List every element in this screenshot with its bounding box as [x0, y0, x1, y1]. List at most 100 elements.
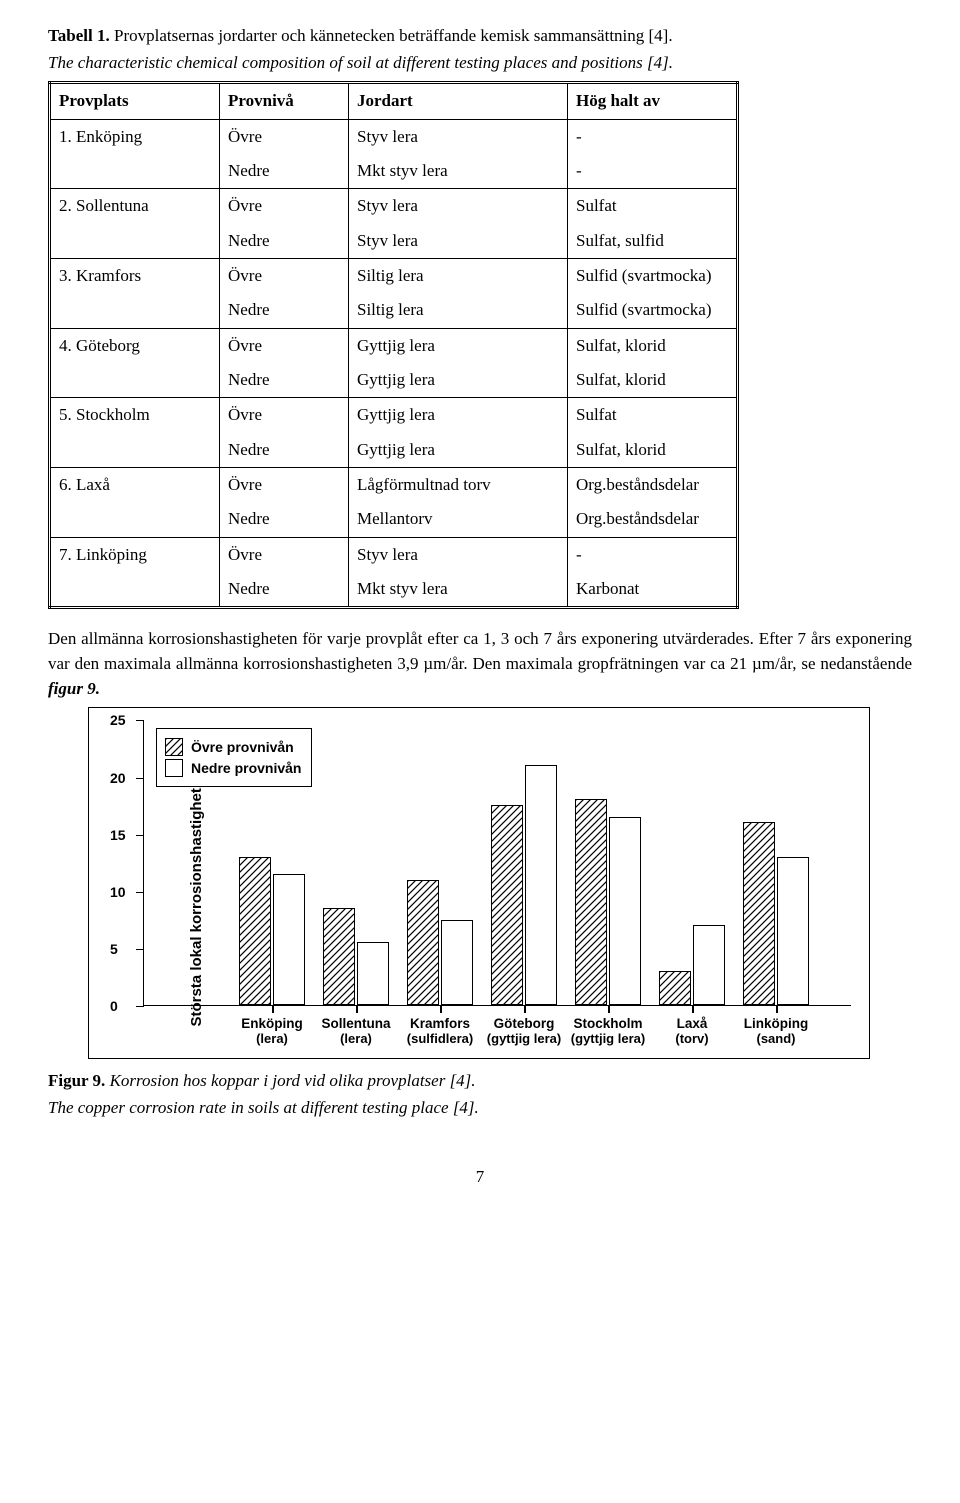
table-caption: Tabell 1. Provplatsernas jordarter och k…	[48, 24, 912, 49]
cell-hoghalt: -	[568, 537, 738, 572]
y-tick	[136, 835, 144, 836]
cell-provplats: 6. Laxå	[50, 468, 220, 503]
body-paragraph: Den allmänna korrosionshastigheten för v…	[48, 627, 912, 701]
cell-jordart: Gyttjig lera	[349, 433, 568, 468]
cell-provplats: 4. Göteborg	[50, 328, 220, 363]
cell-provniva: Övre	[220, 398, 349, 433]
bar-nedre	[609, 817, 641, 1006]
cell-provniva: Nedre	[220, 433, 349, 468]
corrosion-chart: Största lokal korrosionshastighet, µm/år…	[88, 707, 870, 1059]
para-text-pre: Den allmänna korrosionshastigheten för v…	[48, 629, 912, 673]
legend-row-ovre: Övre provnivån	[165, 738, 301, 756]
cell-hoghalt: Sulfat, sulfid	[568, 224, 738, 259]
legend-row-nedre: Nedre provnivån	[165, 759, 301, 777]
cell-jordart: Siltig lera	[349, 259, 568, 294]
chart-plot-area: Övre provnivån Nedre provnivån 051015202…	[143, 720, 851, 1006]
bar-nedre	[357, 942, 389, 1005]
cell-jordart: Gyttjig lera	[349, 398, 568, 433]
cell-jordart: Gyttjig lera	[349, 363, 568, 398]
x-tick	[272, 1005, 274, 1013]
legend-swatch-white	[165, 759, 183, 777]
bar-ovre	[575, 799, 607, 1005]
bar-ovre	[491, 805, 523, 1005]
cell-hoghalt: -	[568, 154, 738, 189]
cell-provplats: 1. Enköping	[50, 119, 220, 154]
cell-hoghalt: Karbonat	[568, 572, 738, 608]
y-tick	[136, 892, 144, 893]
figure-caption-rest: Korrosion hos koppar i jord vid olika pr…	[105, 1071, 475, 1090]
x-tick	[692, 1005, 694, 1013]
cell-provplats: 5. Stockholm	[50, 398, 220, 433]
bar-nedre	[693, 925, 725, 1005]
figure-subcaption: The copper corrosion rate in soils at di…	[48, 1096, 912, 1121]
soil-table: Provplats Provnivå Jordart Hög halt av 1…	[48, 81, 739, 609]
legend-swatch-hatch	[165, 738, 183, 756]
bar-nedre	[525, 765, 557, 1005]
chart-legend: Övre provnivån Nedre provnivån	[156, 728, 312, 787]
legend-label-ovre: Övre provnivån	[191, 739, 294, 755]
cell-hoghalt: Sulfat	[568, 189, 738, 224]
cell-hoghalt: Sulfat	[568, 398, 738, 433]
bar-ovre	[659, 971, 691, 1005]
para-figref: figur 9.	[48, 679, 100, 698]
cell-jordart: Lågförmultnad torv	[349, 468, 568, 503]
cell-provniva: Övre	[220, 189, 349, 224]
x-tick	[776, 1005, 778, 1013]
cell-hoghalt: Sulfat, klorid	[568, 363, 738, 398]
cell-provniva: Övre	[220, 468, 349, 503]
bar-ovre	[407, 880, 439, 1006]
cell-jordart: Mkt styv lera	[349, 154, 568, 189]
y-tick-label: 25	[110, 712, 126, 728]
table-caption-rest: Provplatsernas jordarter och kännetecken…	[110, 26, 673, 45]
cell-provplats	[50, 572, 220, 608]
cell-jordart: Mkt styv lera	[349, 572, 568, 608]
col-header-provniva: Provnivå	[220, 83, 349, 119]
bar-nedre	[777, 857, 809, 1006]
cell-hoghalt: Sulfid (svartmocka)	[568, 293, 738, 328]
col-header-provplats: Provplats	[50, 83, 220, 119]
col-header-hoghalt: Hög halt av	[568, 83, 738, 119]
cell-provplats: 7. Linköping	[50, 537, 220, 572]
cell-hoghalt: Sulfat, klorid	[568, 433, 738, 468]
cell-provplats	[50, 224, 220, 259]
cell-provniva: Nedre	[220, 224, 349, 259]
col-header-jordart: Jordart	[349, 83, 568, 119]
y-tick-label: 0	[110, 998, 118, 1014]
cell-provniva: Övre	[220, 119, 349, 154]
cell-provniva: Övre	[220, 259, 349, 294]
cell-provplats	[50, 154, 220, 189]
bar-ovre	[239, 857, 271, 1006]
cell-provniva: Övre	[220, 537, 349, 572]
cell-jordart: Styv lera	[349, 189, 568, 224]
cell-hoghalt: Org.beståndsdelar	[568, 502, 738, 537]
cell-jordart: Siltig lera	[349, 293, 568, 328]
cell-provniva: Nedre	[220, 154, 349, 189]
cell-hoghalt: Org.beståndsdelar	[568, 468, 738, 503]
x-tick	[524, 1005, 526, 1013]
y-tick	[136, 720, 144, 721]
cell-jordart: Mellantorv	[349, 502, 568, 537]
y-tick	[136, 949, 144, 950]
y-tick	[136, 1006, 144, 1007]
x-tick	[608, 1005, 610, 1013]
cell-provplats: 3. Kramfors	[50, 259, 220, 294]
cell-provniva: Övre	[220, 328, 349, 363]
cell-jordart: Styv lera	[349, 224, 568, 259]
cell-jordart: Styv lera	[349, 119, 568, 154]
page-number: 7	[48, 1167, 912, 1187]
figure-caption-lead: Figur 9.	[48, 1071, 105, 1090]
cell-hoghalt: Sulfat, klorid	[568, 328, 738, 363]
y-tick-label: 20	[110, 770, 126, 786]
cell-provniva: Nedre	[220, 572, 349, 608]
bar-nedre	[441, 920, 473, 1006]
cell-provplats	[50, 502, 220, 537]
table-caption-lead: Tabell 1.	[48, 26, 110, 45]
cell-provniva: Nedre	[220, 363, 349, 398]
cell-hoghalt: -	[568, 119, 738, 154]
cell-provplats	[50, 433, 220, 468]
bar-ovre	[743, 822, 775, 1005]
legend-label-nedre: Nedre provnivån	[191, 760, 301, 776]
bar-nedre	[273, 874, 305, 1006]
y-tick	[136, 778, 144, 779]
cell-provniva: Nedre	[220, 293, 349, 328]
